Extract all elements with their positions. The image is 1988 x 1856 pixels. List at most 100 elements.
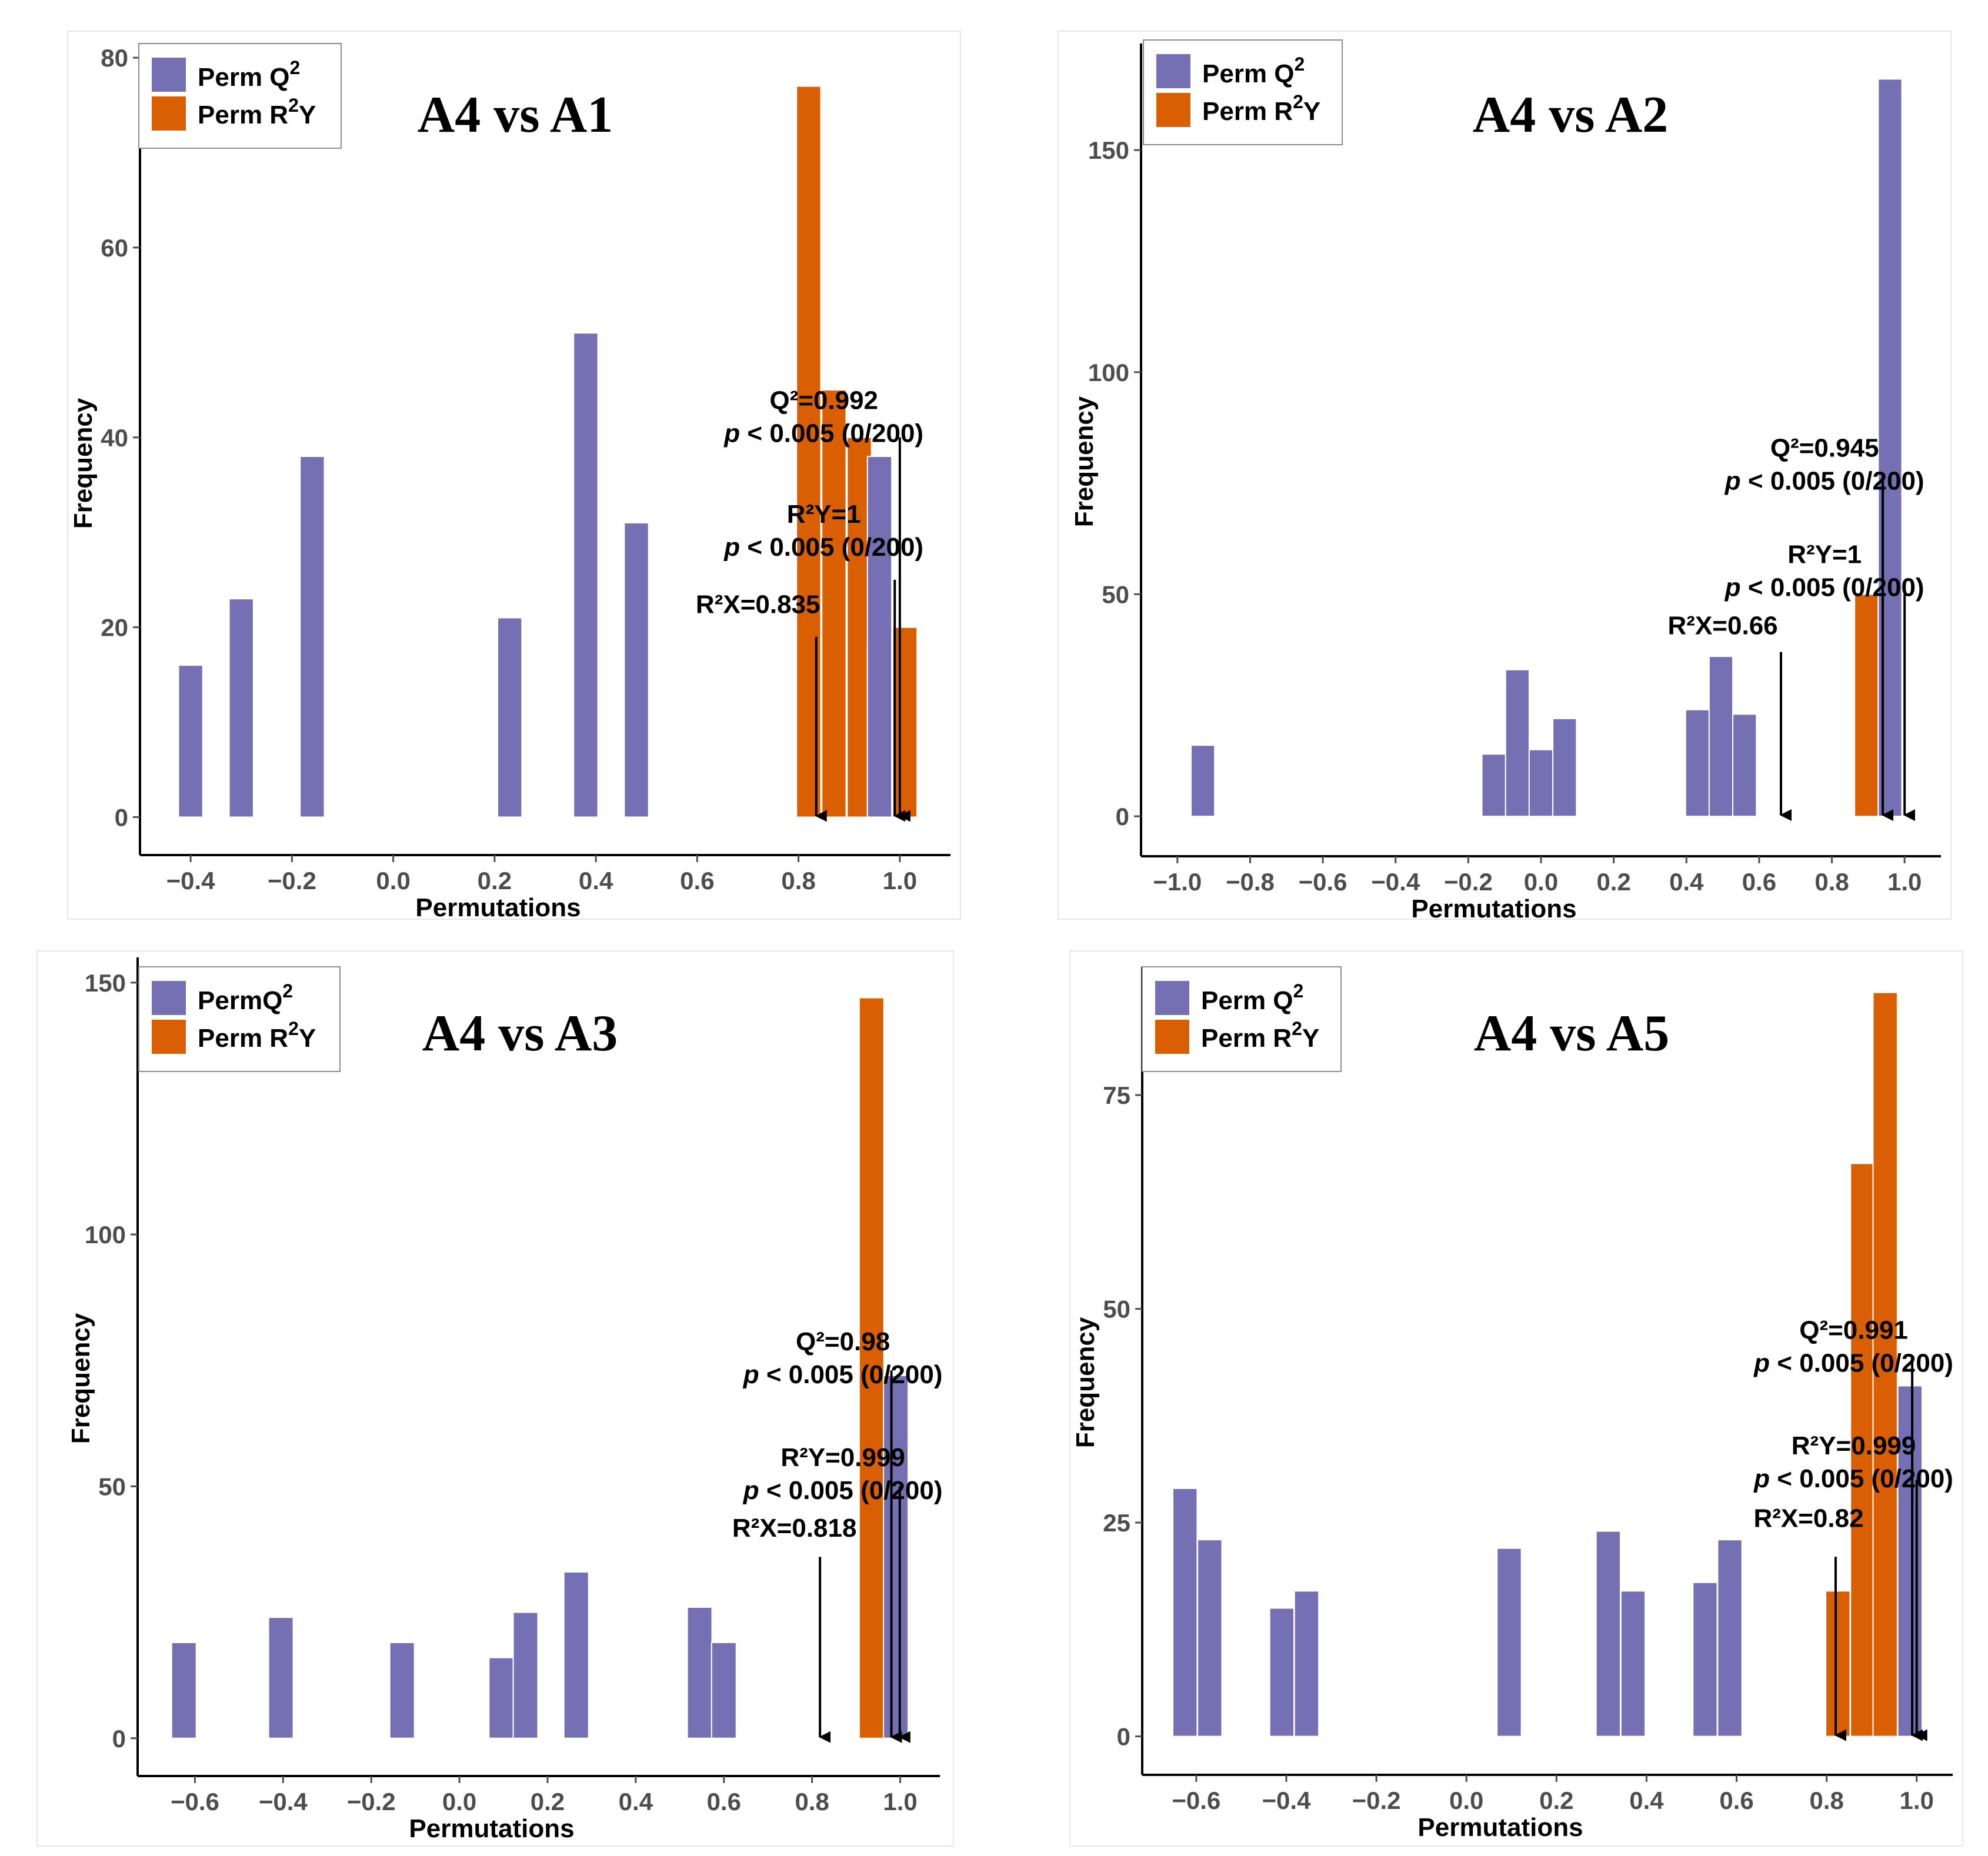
annotation-label: p < 0.005 (0/200) <box>723 419 923 448</box>
x-tick-label: 0.0 <box>376 867 410 894</box>
perm-q2-bar <box>178 665 204 818</box>
x-tick-label: 1.0 <box>883 1788 917 1815</box>
histogram-a4-vs-a3: −0.6 −0.4 −0.2 0.0 0.2 0.4 0.6 0.8 1.0 0 50 100 150 P… <box>66 957 943 1843</box>
y-tick-label: 25 <box>1103 1509 1130 1537</box>
chart-title: A4 vs A3 <box>422 1005 618 1062</box>
x-tick-label: 0.4 <box>1629 1787 1664 1814</box>
legend-swatch-r2y <box>152 1020 186 1054</box>
legend-label-q2: Perm Q2 <box>1202 54 1305 88</box>
legend-suffix: Y <box>299 1024 316 1053</box>
annotation-label: p < 0.005 (0/200) <box>1753 1348 1953 1377</box>
perm-q2-bar <box>1269 1607 1295 1737</box>
annotation-label: p < 0.005 (0/200) <box>723 533 923 562</box>
annotation-label: p < 0.005 (0/200) <box>1725 573 1924 602</box>
annotation-label: p < 0.005 (0/200) <box>1753 1464 1953 1493</box>
annotation-label: R²X=0.818 <box>732 1514 857 1543</box>
y-tick-label: 150 <box>85 969 126 997</box>
perm-q2-bar <box>1595 1530 1622 1737</box>
perm-q2-bar <box>1528 749 1554 817</box>
legend-swatch-r2y <box>152 96 186 131</box>
x-tick-label: 1.0 <box>1887 868 1922 896</box>
perm-q2-bar <box>1732 713 1757 817</box>
perm-r2y-bar <box>821 389 847 818</box>
perm-q2-bar <box>1481 753 1506 817</box>
annotation-label: p < 0.005 (0/200) <box>743 1476 943 1505</box>
chart-title: A4 vs A1 <box>418 86 613 143</box>
chart-title: A4 vs A2 <box>1473 86 1669 143</box>
legend-sup: 2 <box>282 980 293 1002</box>
perm-r2y-bar <box>892 626 918 818</box>
annotation-label: p < 0.005 (0/200) <box>1725 466 1924 495</box>
x-tick-label: 1.0 <box>1900 1787 1934 1814</box>
y-tick-label: 40 <box>101 424 128 452</box>
legend-sup: 2 <box>1293 91 1303 112</box>
x-tick-label: −0.6 <box>1299 868 1347 896</box>
x-tick-label: −0.4 <box>1262 1787 1312 1814</box>
legend-sup: 2 <box>1293 980 1304 1002</box>
legend-label-q2: Perm Q2 <box>1201 980 1303 1015</box>
x-tick-label: 0.8 <box>795 1788 829 1815</box>
perm-q2-bar <box>1685 709 1710 817</box>
perm-q2-bar <box>1505 669 1530 817</box>
y-axis-title: Frequency <box>1071 1317 1100 1448</box>
x-tick-label: 0.8 <box>1814 868 1849 896</box>
bars-group <box>178 85 918 818</box>
x-tick-label: −0.4 <box>166 867 216 894</box>
perm-q2-bar <box>389 1641 415 1739</box>
perm-r2y-bar <box>1872 992 1898 1737</box>
legend-swatch-r2y <box>1156 93 1190 127</box>
x-tick-label: 0.2 <box>1539 1787 1573 1814</box>
x-axis-title: Permutations <box>1417 1813 1583 1842</box>
annotation-label: R²Y=0.999 <box>780 1443 905 1472</box>
legend-swatch-q2 <box>152 58 186 92</box>
annotation-label: R²X=0.66 <box>1668 611 1778 640</box>
y-tick-label: 20 <box>101 614 128 642</box>
x-tick-label: −0.2 <box>347 1788 396 1815</box>
legend-sup: 2 <box>1292 1018 1302 1039</box>
perm-q2-bar <box>563 1571 589 1739</box>
annotation-label: Q²=0.98 <box>796 1327 890 1356</box>
perm-q2-bar <box>883 1374 909 1739</box>
perm-q2-bar <box>866 456 893 818</box>
legend-swatch-q2 <box>1156 54 1190 88</box>
annotation-label: Q²=0.945 <box>1770 433 1879 462</box>
perm-q2-bar <box>497 617 523 818</box>
perm-r2y-bar <box>1825 1590 1851 1737</box>
x-tick-label: 0.4 <box>619 1788 653 1815</box>
chart-panel-a4-vs-a5: −0.6 −0.4 −0.2 0.0 0.2 0.4 0.6 0.8 1.0 0 25 50 75 Per… <box>1069 950 1963 1847</box>
x-tick-label: −0.2 <box>268 867 316 894</box>
histogram-a4-vs-a5: −0.6 −0.4 −0.2 0.0 0.2 0.4 0.6 0.8 1.0 0 25 50 75 Per… <box>1071 966 1953 1842</box>
x-tick-label: 0.6 <box>680 867 714 894</box>
legend-label-q2: PermQ2 <box>198 980 293 1015</box>
x-tick-label: 0.8 <box>1809 1787 1843 1814</box>
x-axis-title: Permutations <box>1411 894 1576 921</box>
perm-q2-bar <box>1897 1385 1923 1737</box>
perm-q2-bar <box>228 598 254 818</box>
x-tick-label: 0.4 <box>1669 868 1704 896</box>
perm-q2-bar <box>711 1641 737 1739</box>
y-tick-label: 0 <box>115 803 128 831</box>
perm-q2-bar <box>1552 717 1577 817</box>
legend-swatch-q2 <box>1155 981 1189 1015</box>
perm-r2y-bar <box>1850 1163 1876 1737</box>
x-tick-label: 1.0 <box>883 867 917 894</box>
perm-q2-bar <box>1190 745 1216 817</box>
y-axis-title: Frequency <box>1070 396 1099 527</box>
x-tick-label: 0.8 <box>781 867 815 894</box>
perm-q2-bar <box>1172 1487 1198 1737</box>
perm-q2-bar <box>171 1641 197 1739</box>
annotation-label: R²Y=1 <box>1787 540 1862 569</box>
legend-sup: 2 <box>288 95 299 116</box>
perm-q2-bar <box>1293 1590 1320 1737</box>
perm-q2-bar <box>488 1657 515 1739</box>
y-axis-title: Frequency <box>69 398 98 529</box>
perm-q2-bar <box>573 332 599 818</box>
x-tick-label: 0.0 <box>1524 868 1558 896</box>
perm-q2-bar <box>1197 1539 1223 1737</box>
legend-swatch-r2y <box>1155 1020 1189 1054</box>
annotation-label: R²Y=0.999 <box>1792 1431 1916 1460</box>
bars-group <box>1172 992 1923 1737</box>
annotation-label: R²X=0.835 <box>696 590 820 619</box>
y-tick-label: 50 <box>1102 580 1129 608</box>
